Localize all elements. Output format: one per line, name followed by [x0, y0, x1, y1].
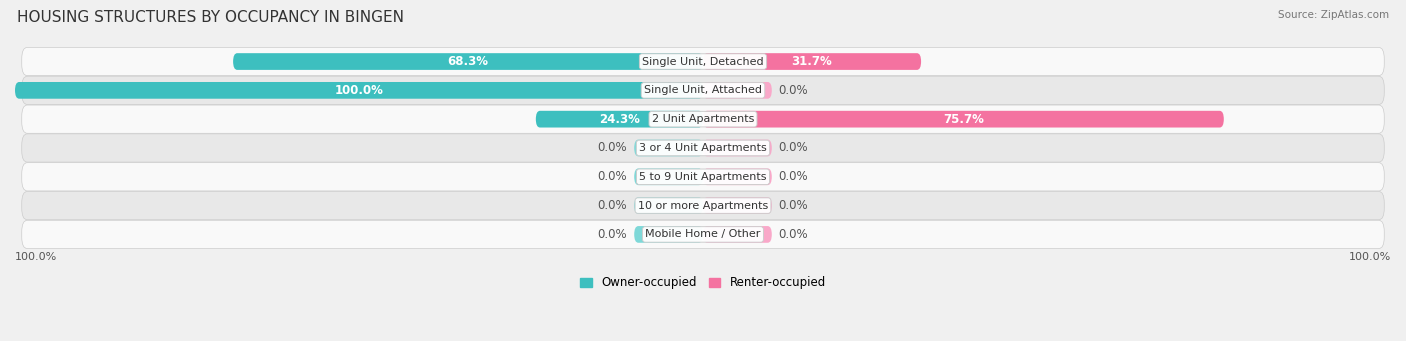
Text: 0.0%: 0.0%	[598, 228, 627, 241]
FancyBboxPatch shape	[21, 163, 1385, 191]
FancyBboxPatch shape	[21, 134, 1385, 162]
FancyBboxPatch shape	[21, 105, 1385, 133]
FancyBboxPatch shape	[634, 168, 703, 185]
FancyBboxPatch shape	[703, 168, 772, 185]
Text: 0.0%: 0.0%	[779, 142, 808, 154]
Text: 100.0%: 100.0%	[1348, 252, 1391, 262]
FancyBboxPatch shape	[703, 226, 772, 243]
Text: 0.0%: 0.0%	[779, 170, 808, 183]
Text: Single Unit, Detached: Single Unit, Detached	[643, 57, 763, 66]
Text: 100.0%: 100.0%	[335, 84, 384, 97]
Text: 0.0%: 0.0%	[598, 199, 627, 212]
Text: 0.0%: 0.0%	[598, 170, 627, 183]
FancyBboxPatch shape	[21, 192, 1385, 220]
Text: 2 Unit Apartments: 2 Unit Apartments	[652, 114, 754, 124]
FancyBboxPatch shape	[21, 220, 1385, 249]
Text: Source: ZipAtlas.com: Source: ZipAtlas.com	[1278, 10, 1389, 20]
FancyBboxPatch shape	[233, 53, 703, 70]
FancyBboxPatch shape	[703, 111, 1223, 128]
Text: 5 to 9 Unit Apartments: 5 to 9 Unit Apartments	[640, 172, 766, 182]
Text: 0.0%: 0.0%	[779, 228, 808, 241]
Legend: Owner-occupied, Renter-occupied: Owner-occupied, Renter-occupied	[579, 276, 827, 290]
FancyBboxPatch shape	[634, 226, 703, 243]
FancyBboxPatch shape	[703, 197, 772, 214]
Text: HOUSING STRUCTURES BY OCCUPANCY IN BINGEN: HOUSING STRUCTURES BY OCCUPANCY IN BINGE…	[17, 10, 404, 25]
Text: 0.0%: 0.0%	[779, 84, 808, 97]
Text: 75.7%: 75.7%	[943, 113, 984, 126]
FancyBboxPatch shape	[21, 76, 1385, 104]
FancyBboxPatch shape	[21, 47, 1385, 76]
Text: Mobile Home / Other: Mobile Home / Other	[645, 229, 761, 239]
Text: 0.0%: 0.0%	[779, 199, 808, 212]
FancyBboxPatch shape	[536, 111, 703, 128]
Text: 68.3%: 68.3%	[447, 55, 488, 68]
FancyBboxPatch shape	[703, 82, 772, 99]
FancyBboxPatch shape	[15, 82, 703, 99]
Text: 3 or 4 Unit Apartments: 3 or 4 Unit Apartments	[640, 143, 766, 153]
Text: 0.0%: 0.0%	[598, 142, 627, 154]
FancyBboxPatch shape	[703, 53, 921, 70]
Text: 100.0%: 100.0%	[15, 252, 58, 262]
Text: 24.3%: 24.3%	[599, 113, 640, 126]
Text: 10 or more Apartments: 10 or more Apartments	[638, 201, 768, 211]
FancyBboxPatch shape	[634, 139, 703, 156]
Text: 31.7%: 31.7%	[792, 55, 832, 68]
Text: Single Unit, Attached: Single Unit, Attached	[644, 85, 762, 95]
FancyBboxPatch shape	[703, 139, 772, 156]
FancyBboxPatch shape	[634, 197, 703, 214]
